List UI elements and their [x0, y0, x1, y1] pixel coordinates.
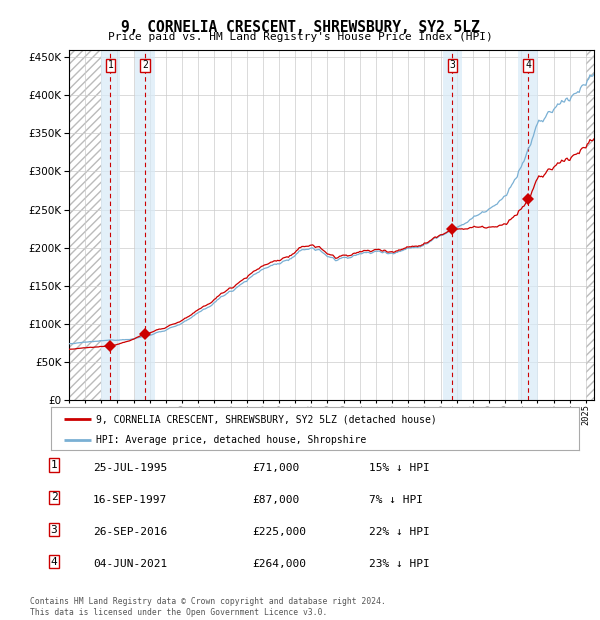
Text: 23% ↓ HPI: 23% ↓ HPI — [369, 559, 430, 569]
Text: 16-SEP-1997: 16-SEP-1997 — [93, 495, 167, 505]
Text: £87,000: £87,000 — [252, 495, 299, 505]
Text: 2: 2 — [50, 492, 58, 502]
Text: 26-SEP-2016: 26-SEP-2016 — [93, 527, 167, 537]
Bar — [101, 50, 120, 400]
Text: £225,000: £225,000 — [252, 527, 306, 537]
Text: 3: 3 — [449, 60, 455, 70]
Text: 04-JUN-2021: 04-JUN-2021 — [93, 559, 167, 569]
Text: £71,000: £71,000 — [252, 463, 299, 472]
Text: 1: 1 — [50, 460, 58, 470]
Bar — [136, 50, 155, 400]
Text: 9, CORNELIA CRESCENT, SHREWSBURY, SY2 5LZ: 9, CORNELIA CRESCENT, SHREWSBURY, SY2 5L… — [121, 20, 479, 35]
Bar — [586, 50, 594, 400]
Text: 25-JUL-1995: 25-JUL-1995 — [93, 463, 167, 472]
Text: 2: 2 — [142, 60, 148, 70]
Text: 4: 4 — [525, 60, 531, 70]
Text: 15% ↓ HPI: 15% ↓ HPI — [369, 463, 430, 472]
Text: 1: 1 — [107, 60, 113, 70]
Text: HPI: Average price, detached house, Shropshire: HPI: Average price, detached house, Shro… — [96, 435, 366, 445]
Bar — [69, 50, 101, 400]
Text: 9, CORNELIA CRESCENT, SHREWSBURY, SY2 5LZ (detached house): 9, CORNELIA CRESCENT, SHREWSBURY, SY2 5L… — [96, 414, 437, 424]
Bar — [518, 50, 538, 400]
Text: Price paid vs. HM Land Registry's House Price Index (HPI): Price paid vs. HM Land Registry's House … — [107, 32, 493, 42]
Text: 22% ↓ HPI: 22% ↓ HPI — [369, 527, 430, 537]
Text: Contains HM Land Registry data © Crown copyright and database right 2024.
This d: Contains HM Land Registry data © Crown c… — [30, 598, 386, 617]
Text: 7% ↓ HPI: 7% ↓ HPI — [369, 495, 423, 505]
Text: £264,000: £264,000 — [252, 559, 306, 569]
Bar — [443, 50, 462, 400]
Text: 3: 3 — [50, 525, 58, 534]
Text: 4: 4 — [50, 557, 58, 567]
